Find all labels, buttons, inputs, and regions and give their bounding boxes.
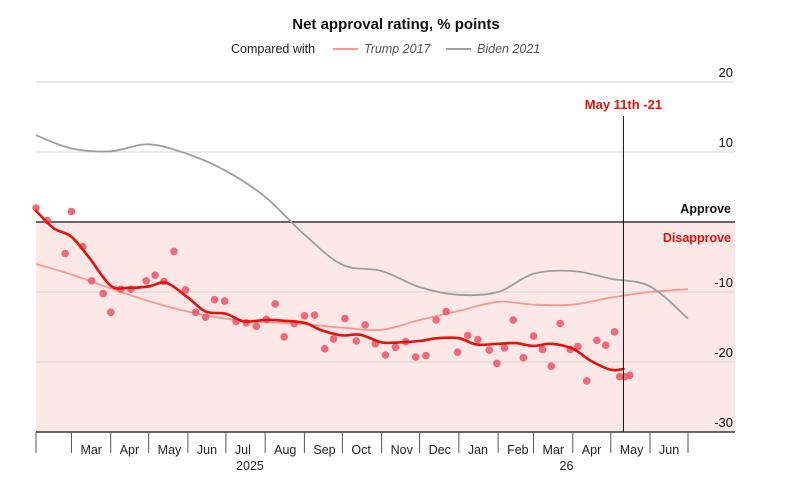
poll-dot	[210, 295, 219, 304]
y-tick-label: -30	[714, 415, 733, 430]
poll-dot	[67, 207, 76, 216]
y-axis: 20 10 -10 -20 -30	[714, 65, 733, 430]
legend-label: Compared with	[231, 42, 315, 56]
x-tick-label: Jan	[468, 443, 488, 457]
poll-dot	[625, 371, 634, 380]
x-tick-label: Sep	[313, 443, 335, 457]
poll-dot	[181, 286, 190, 294]
poll-dot	[509, 316, 518, 324]
disapprove-label: Disapprove	[663, 231, 731, 245]
trump-2025-line-group	[34, 209, 625, 372]
poll-dot	[87, 277, 96, 285]
y-tick-label: 20	[719, 65, 733, 80]
poll-dot	[574, 342, 582, 351]
poll-dot	[442, 307, 450, 316]
poll-dot	[352, 337, 361, 345]
poll-dot	[310, 311, 319, 319]
x-tick-label: Aug	[274, 443, 296, 457]
poll-dot	[106, 308, 115, 317]
poll-dot	[610, 328, 619, 336]
y-tick-label: 10	[719, 135, 733, 150]
series-lines	[35, 134, 689, 332]
x-tick-label: Mar	[80, 443, 102, 457]
biden-2021-line	[35, 134, 689, 320]
poll-dot	[271, 300, 280, 308]
poll-dot	[61, 249, 69, 258]
poll-dot	[422, 351, 430, 360]
legend-item-biden-2021: Biden 2021	[477, 42, 540, 56]
y-tick-label: -20	[714, 345, 733, 360]
x-tick-label: Mar	[543, 443, 565, 457]
x-tick-label: Nov	[391, 443, 414, 457]
x-tick-label: May	[620, 443, 644, 457]
poll-dot	[547, 362, 556, 371]
y-tick-label: -10	[714, 275, 733, 290]
poll-dot	[191, 308, 200, 317]
poll-dot	[252, 322, 261, 331]
poll-dot	[329, 335, 338, 343]
x-tick-label: Apr	[582, 443, 601, 457]
poll-dot	[453, 348, 462, 357]
poll-dot	[485, 346, 494, 354]
poll-dot	[432, 316, 440, 324]
poll-dot	[593, 336, 601, 345]
x-tick-label: Oct	[351, 443, 371, 457]
chart-title: Net approval rating, % points	[292, 16, 500, 33]
x-tick-label: Feb	[507, 443, 529, 457]
disapprove-zone	[36, 222, 735, 432]
legend-item-trump-2017: Trump 2017	[364, 42, 432, 56]
trump-2017-line	[35, 263, 689, 332]
legend: Compared with Trump 2017 Biden 2021	[231, 42, 540, 56]
poll-dot	[220, 297, 229, 305]
poll-dot	[170, 247, 178, 256]
poll-dot	[341, 314, 349, 323]
annotation-label: May 11th -21	[585, 97, 662, 112]
poll-dot	[556, 319, 564, 328]
poll-dot	[151, 271, 159, 280]
x-tick-label: May	[158, 443, 182, 457]
poll-dot	[529, 332, 538, 340]
poll-dot	[361, 321, 369, 329]
x-tick-label: Apr	[120, 443, 139, 457]
poll-dot	[381, 351, 390, 359]
x-axis: Mar Apr May Jun Jul Aug Sep Oct Nov Dec Jan Feb Mar A…	[35, 431, 735, 473]
poll-dot	[142, 277, 150, 285]
poll-dot	[391, 343, 400, 352]
x-year-label: 2025	[236, 459, 264, 473]
poll-dot	[500, 344, 509, 352]
poll-dot	[463, 331, 472, 340]
poll-dot	[519, 354, 528, 362]
x-tick-label: Jun	[659, 443, 679, 457]
poll-dot	[300, 312, 309, 320]
poll-dot	[582, 377, 591, 385]
poll-dot	[474, 335, 482, 344]
poll-dot	[601, 341, 610, 350]
poll-dots	[32, 204, 634, 385]
x-tick-label: Jun	[197, 443, 217, 457]
poll-dot	[320, 344, 329, 353]
x-year-label: 26	[560, 459, 574, 473]
poll-dot	[201, 313, 210, 322]
poll-dot	[412, 353, 420, 361]
approve-label: Approve	[680, 202, 731, 216]
poll-dot	[32, 204, 40, 212]
poll-dot	[493, 359, 501, 368]
x-tick-label: Dec	[429, 443, 451, 457]
poll-dot	[280, 333, 288, 341]
poll-dot	[538, 345, 547, 354]
x-tick-label: Jul	[235, 443, 251, 457]
poll-dot	[99, 289, 107, 298]
trump-2025-line	[34, 209, 625, 372]
